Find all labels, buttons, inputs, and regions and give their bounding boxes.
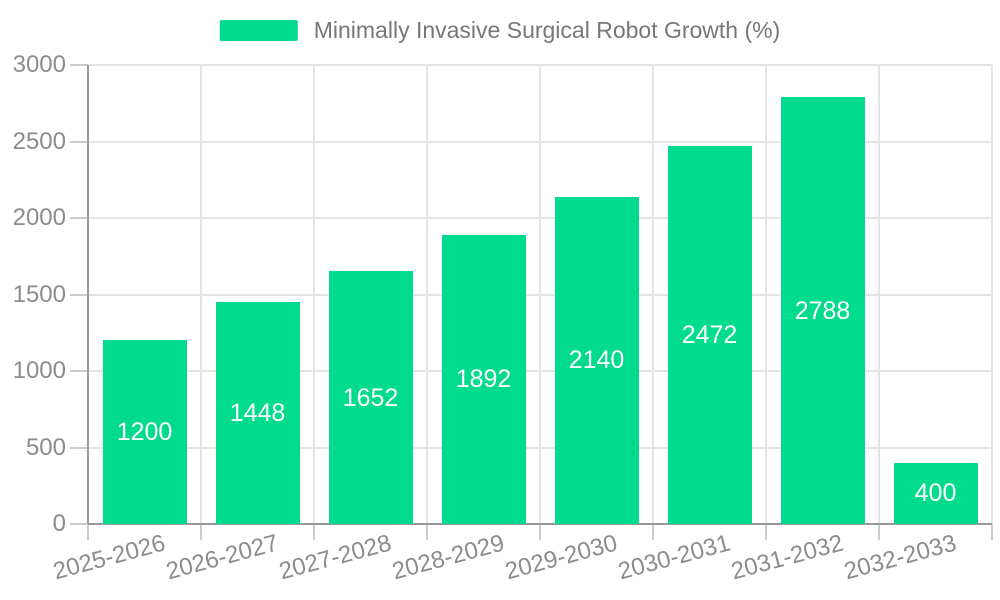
x-gridline-6	[765, 65, 767, 524]
x-tick-6	[765, 524, 767, 540]
x-tick-label-2025-2026: 2025-2026	[50, 529, 168, 586]
y-tick-label-1000: 1000	[12, 357, 66, 384]
bar-value-label-2027-2028: 1652	[342, 383, 399, 412]
x-tick-5	[652, 524, 654, 540]
y-tick-label-500: 500	[25, 433, 66, 461]
bar-value-label-2029-2030: 2140	[568, 346, 625, 375]
y-axis-line	[87, 65, 89, 524]
x-tick-3	[426, 524, 428, 540]
y-tick-label-2500: 2500	[12, 127, 66, 155]
bar-2027-2028[interactable]	[328, 271, 413, 524]
x-gridline-4	[539, 65, 541, 524]
x-tick-2	[313, 524, 315, 540]
x-gridline-5	[652, 65, 654, 524]
bar-value-label-2025-2026: 1200	[116, 418, 173, 447]
x-axis-line	[88, 523, 992, 525]
bar-2032-2033[interactable]	[893, 462, 978, 524]
y-tick-1500	[70, 293, 88, 296]
legend-label: Minimally Invasive Surgical Robot Growth…	[313, 17, 781, 43]
x-tick-label-2026-2027: 2026-2027	[163, 529, 281, 586]
x-tick-label-2029-2030: 2029-2030	[502, 529, 620, 586]
y-tick-label-1500: 1500	[12, 280, 66, 308]
x-tick-1	[200, 524, 202, 540]
x-gridline-7	[878, 65, 880, 524]
x-tick-label-2028-2029: 2028-2029	[389, 529, 507, 586]
bar-2025-2026[interactable]	[102, 340, 187, 524]
x-tick-4	[539, 524, 541, 540]
y-tick-0	[70, 523, 88, 525]
y-tick-2000	[70, 217, 88, 219]
x-gridline-3	[426, 65, 428, 524]
y-tick-500	[70, 446, 88, 449]
y-tick-label-3000: 3000	[12, 51, 66, 78]
x-tick-label-2032-2033: 2032-2033	[841, 529, 959, 586]
bar-value-label-2030-2031: 2472	[681, 320, 738, 349]
bar-2031-2032[interactable]	[780, 97, 865, 524]
x-gridline-2	[313, 65, 315, 524]
bar-value-label-2028-2029: 1892	[455, 365, 512, 394]
legend-item[interactable]: Minimally Invasive Surgical Robot Growth…	[219, 17, 781, 44]
y-tick-label-2000: 2000	[12, 204, 66, 231]
x-tick-8	[991, 524, 993, 540]
x-gridline-1	[200, 65, 202, 524]
bar-value-label-2026-2027: 1448	[229, 399, 286, 428]
y-tick-3000	[70, 64, 88, 66]
bar-2030-2031[interactable]	[667, 145, 752, 524]
x-tick-label-2031-2032: 2031-2032	[728, 529, 846, 586]
bar-value-label-2031-2032: 2788	[794, 296, 851, 325]
x-tick-label-2030-2031: 2030-2031	[615, 529, 733, 586]
x-gridline-8	[991, 65, 993, 524]
y-tick-2500	[70, 140, 88, 143]
x-tick-0	[87, 524, 89, 540]
bar-2026-2027[interactable]	[215, 302, 300, 524]
x-tick-label-2027-2028: 2027-2028	[276, 529, 394, 586]
legend-swatch	[219, 20, 298, 41]
y-tick-1000	[70, 370, 88, 372]
y-tick-label-0: 0	[52, 510, 66, 537]
bar-2029-2030[interactable]	[554, 196, 639, 524]
x-tick-7	[878, 524, 880, 540]
bar-2028-2029[interactable]	[441, 234, 526, 524]
bar-value-label-2032-2033: 400	[914, 479, 957, 508]
